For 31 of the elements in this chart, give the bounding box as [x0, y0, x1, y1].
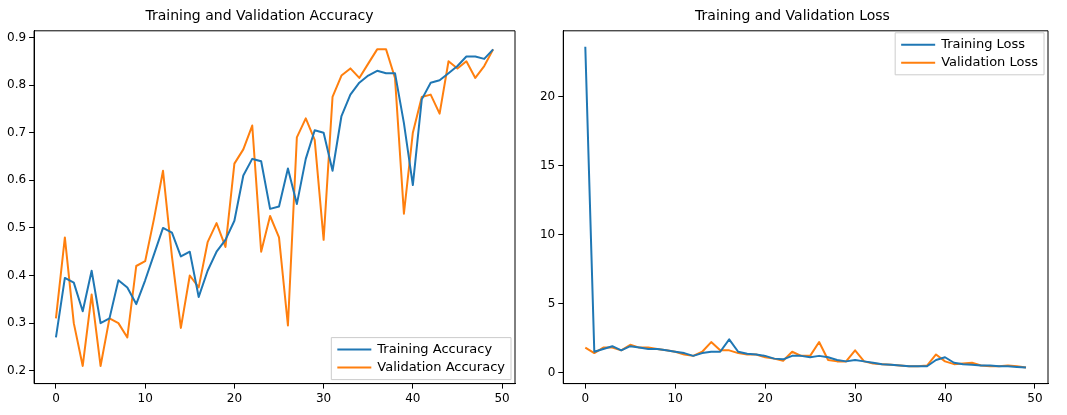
y-tick-label: 0.9 — [6, 29, 27, 44]
x-tick-label: 50 — [494, 390, 510, 405]
legend-label: Training Loss — [940, 36, 1026, 52]
y-tick-label: 0.6 — [6, 172, 27, 187]
x-tick-label: 40 — [937, 390, 953, 405]
y-tick-label: 0.5 — [6, 220, 27, 235]
y-tick-label: 0.4 — [6, 267, 27, 282]
x-tick-label: 20 — [757, 390, 773, 405]
legend-label: Validation Loss — [941, 54, 1039, 70]
x-tick-label: 30 — [315, 390, 332, 405]
x-tick-label: 20 — [226, 390, 243, 405]
y-tick-label: 15 — [539, 157, 556, 172]
y-tick-label: 0.3 — [6, 315, 27, 330]
y-tick-label: 0.8 — [6, 77, 27, 92]
x-tick-label: 0 — [52, 390, 60, 405]
y-tick-label: 10 — [539, 226, 556, 241]
legend-label: Training Accuracy — [376, 340, 493, 356]
x-tick-label: 10 — [137, 390, 153, 405]
legend-label: Validation Accuracy — [377, 358, 506, 374]
y-tick-label: 20 — [539, 88, 556, 103]
x-tick-label: 50 — [1027, 390, 1043, 405]
y-tick-label: 0.2 — [6, 362, 27, 377]
x-tick-label: 40 — [405, 390, 421, 405]
y-tick-label: 0 — [547, 364, 556, 379]
x-tick-label: 30 — [847, 390, 863, 405]
y-tick-label: 5 — [547, 295, 556, 310]
x-tick-label: 10 — [667, 390, 683, 405]
x-tick-label: 0 — [581, 390, 590, 405]
chart-title: Training and Validation Loss — [694, 7, 890, 24]
y-tick-label: 0.7 — [6, 124, 27, 139]
chart-title: Training and Validation Accuracy — [144, 7, 374, 24]
